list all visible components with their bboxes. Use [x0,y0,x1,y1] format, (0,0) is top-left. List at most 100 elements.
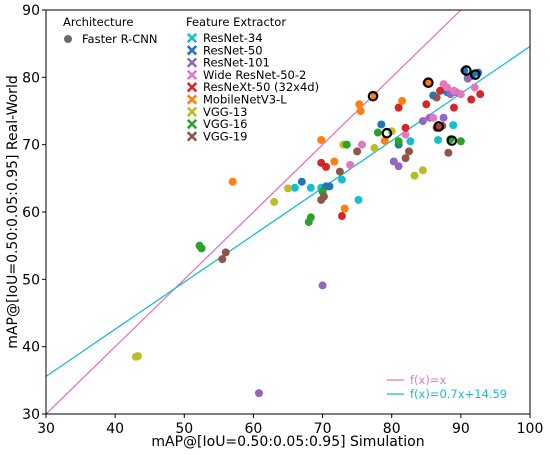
x-tick-label: 100 [517,421,544,437]
legend-architecture: Architecture Faster R-CNN [63,15,157,46]
legend-feature-entry: VGG-13 [186,105,247,119]
reference-line-2 [46,45,530,377]
data-point-wide-resnet-50-2 [470,83,479,92]
y-tick-label: 30 [22,407,40,423]
legend-feature-entry: MobileNetV3-L [186,93,287,107]
data-points [131,66,485,398]
data-point-wide-resnet-50-2 [429,113,438,122]
legend-feature-extractor: Feature Extractor ResNet-34ResNet-50ResN… [186,15,319,143]
legend-feature-marker [186,57,198,68]
y-tick-label: 50 [22,272,40,288]
x-tick-label: 60 [245,421,263,437]
legend-feature-label: ResNet-101 [203,56,270,70]
data-point-resnet-34 [290,183,299,192]
data-point-vgg-19 [335,167,344,176]
data-point-vgg-16 [197,244,206,253]
data-point-resnet-34 [434,135,443,144]
data-point-wide-resnet-50-2 [357,140,366,149]
data-point-mobilenetv3-l [380,136,389,145]
data-point-vgg-19 [353,147,362,156]
legend-architecture-entry: Faster R-CNN [82,32,157,46]
legend-feature-marker [186,131,198,142]
data-point-vgg-16 [306,213,315,222]
legend-feature-marker [186,94,198,105]
data-point-vgg-16 [373,128,382,137]
data-point-resnet-34 [354,195,363,204]
x-axis-label: mAP@[IoU=0.50:0.05:0.95] Simulation [151,434,424,450]
data-point-resnet-101 [318,281,327,290]
data-point-vgg-19 [401,154,410,163]
x-tick-label: 90 [452,421,470,437]
x-axis-ticks: 30 40 50 60 70 80 90 100 [37,414,543,437]
data-point-vgg-19 [444,148,453,157]
legend-lines: f(x)=xf(x)=0.7x+14.59 [387,373,507,401]
data-point-vgg-16 [394,137,403,146]
data-point-vgg-13 [133,352,142,361]
highlighted-point [381,127,393,139]
data-point-vgg-19 [432,93,441,102]
data-point-resnet-101 [439,113,448,122]
legend-architecture-marker [64,35,72,43]
data-point-wide-resnet-50-2 [449,86,458,95]
legend-line-label: f(x)=0.7x+14.59 [410,387,507,401]
reference-lines [46,10,530,414]
y-axis-ticks: 30 40 50 60 70 80 90 [22,3,46,423]
data-point-resnet-101 [394,162,403,171]
data-point-resnext-50-32x4d- [467,95,476,104]
data-point-vgg-13 [270,197,279,206]
legend-feature-marker [186,82,198,93]
data-point-resnet-101 [418,117,427,126]
legend-feature-entry: ResNet-50 [186,43,263,57]
legend-feature-label: ResNet-50 [203,43,263,57]
data-point-mobilenetv3-l [424,78,433,87]
y-tick-label: 40 [22,340,40,356]
data-point-resnet-34 [337,175,346,184]
highlighted-point [446,135,458,146]
data-point-resnet-101 [463,74,472,83]
legend-architecture-title: Architecture [63,15,133,29]
legend-feature-entry: ResNeXt-50 (32x4d) [186,80,319,94]
y-axis-label: mAP@[IoU=0.50:0.05:0.95] Real-World [5,75,21,348]
data-point-resnext-50-32x4d- [401,123,410,132]
data-point-vgg-19 [218,255,227,264]
x-tick-label: 80 [383,421,401,437]
data-point-mobilenetv3-l [340,204,349,213]
highlighted-point [367,90,379,102]
data-point-resnext-50-32x4d- [322,162,331,171]
data-point-resnet-34 [406,137,415,146]
legend-feature-label: MobileNetV3-L [203,93,287,107]
y-tick-label: 70 [22,138,40,154]
legend-feature-entry: ResNet-34 [186,31,263,45]
data-point-vgg-19 [221,248,230,257]
data-point-resnet-34 [449,121,458,130]
data-point-resnet-50 [297,177,306,186]
data-point-vgg-13 [284,184,292,193]
legend-feature-title: Feature Extractor [186,15,286,29]
legend-feature-entry: VGG-16 [186,117,247,131]
data-point-resnext-50-32x4d- [436,86,445,95]
legend-feature-label: ResNet-34 [203,31,263,45]
x-tick-label: 70 [314,421,332,437]
data-point-resnext-50-32x4d- [422,100,431,109]
data-point-resnext-50-32x4d- [337,212,346,221]
legend-feature-label: ResNeXt-50 (32x4d) [203,80,319,94]
legend-line-label: f(x)=x [410,373,446,387]
legend-feature-marker [186,118,198,130]
data-point-vgg-16 [342,140,351,149]
x-tick-label: 40 [106,421,124,437]
legend-feature-marker [186,32,198,44]
legend-feature-entry: ResNet-101 [186,56,270,70]
data-point-mobilenetv3-l [355,100,364,109]
legend-feature-label: Wide ResNet-50-2 [203,68,306,82]
data-point-vgg-16 [456,137,465,146]
x-tick-label: 30 [37,421,55,437]
data-point-vgg-19 [405,147,413,156]
data-point-wide-resnet-50-2 [346,160,355,169]
data-point-resnext-50-32x4d- [449,103,458,112]
highlighted-points [367,65,481,146]
legend-feature-label: VGG-16 [203,117,247,131]
highlighted-point [433,121,445,132]
legend-feature-marker [186,106,198,117]
data-point-mobilenetv3-l [228,177,237,186]
